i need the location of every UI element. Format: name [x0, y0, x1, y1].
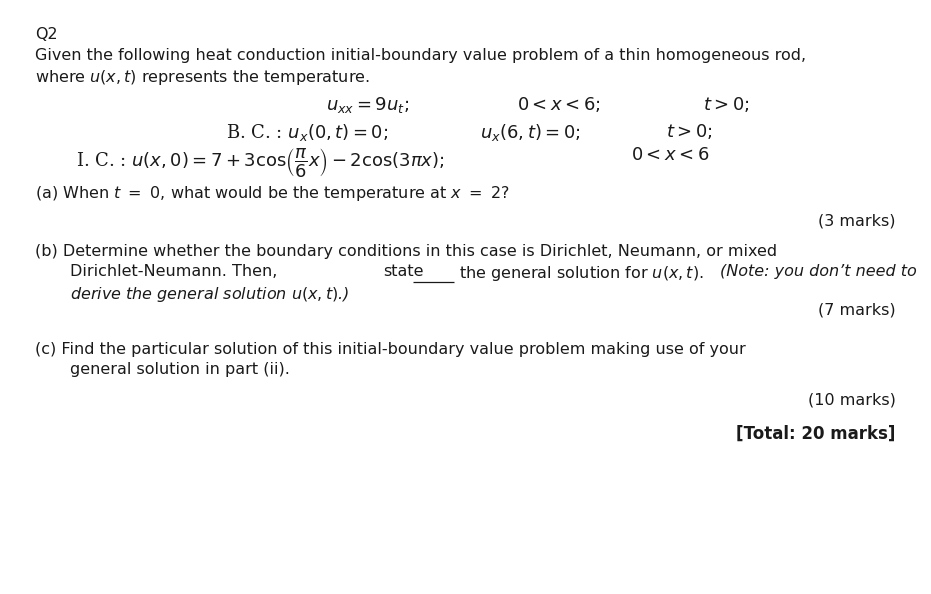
Text: (10 marks): (10 marks): [808, 392, 896, 407]
Text: (a) When $t\ =\ 0$, what would be the temperature at $x\ =\ 2$?: (a) When $t\ =\ 0$, what would be the te…: [35, 184, 510, 203]
Text: state: state: [383, 264, 424, 279]
Text: $t > 0;$: $t > 0;$: [666, 122, 712, 141]
Text: (Note: you don’t need to: (Note: you don’t need to: [720, 264, 916, 279]
Text: $0 < x < 6$: $0 < x < 6$: [631, 146, 709, 163]
Text: Q2: Q2: [35, 27, 58, 42]
Text: $0 < x < 6;$: $0 < x < 6;$: [517, 95, 600, 114]
Text: [Total: 20 marks]: [Total: 20 marks]: [736, 425, 896, 443]
Text: (3 marks): (3 marks): [818, 214, 896, 229]
Text: general solution in part (ii).: general solution in part (ii).: [70, 362, 290, 377]
Text: $t > 0;$: $t > 0;$: [703, 95, 749, 114]
Text: B. C. : $u_x(0, t) = 0;$: B. C. : $u_x(0, t) = 0;$: [226, 122, 388, 143]
Text: derive the general solution $u(x, t)$.): derive the general solution $u(x, t)$.): [70, 285, 349, 304]
Text: (7 marks): (7 marks): [818, 303, 896, 318]
Text: the general solution for $u(x, t)$.: the general solution for $u(x, t)$.: [453, 264, 705, 283]
Text: $u_x(6, t) = 0;$: $u_x(6, t) = 0;$: [480, 122, 581, 143]
Text: $u_{xx} = 9u_t;$: $u_{xx} = 9u_t;$: [326, 95, 410, 115]
Text: (b) Determine whether the boundary conditions in this case is Dirichlet, Neumann: (b) Determine whether the boundary condi…: [35, 244, 777, 258]
Text: I. C. : $u(x, 0) = 7 + 3\cos\!\left(\dfrac{\pi}{6}x\right) - 2\cos(3\pi x);$: I. C. : $u(x, 0) = 7 + 3\cos\!\left(\dfr…: [76, 146, 445, 179]
Text: Given the following heat conduction initial-boundary value problem of a thin hom: Given the following heat conduction init…: [35, 48, 806, 62]
Text: (c) Find the particular solution of this initial-boundary value problem making u: (c) Find the particular solution of this…: [35, 342, 746, 356]
Text: where $u(x, t)$ represents the temperature.: where $u(x, t)$ represents the temperatu…: [35, 68, 371, 87]
Text: Dirichlet-Neumann. Then,: Dirichlet-Neumann. Then,: [70, 264, 282, 279]
